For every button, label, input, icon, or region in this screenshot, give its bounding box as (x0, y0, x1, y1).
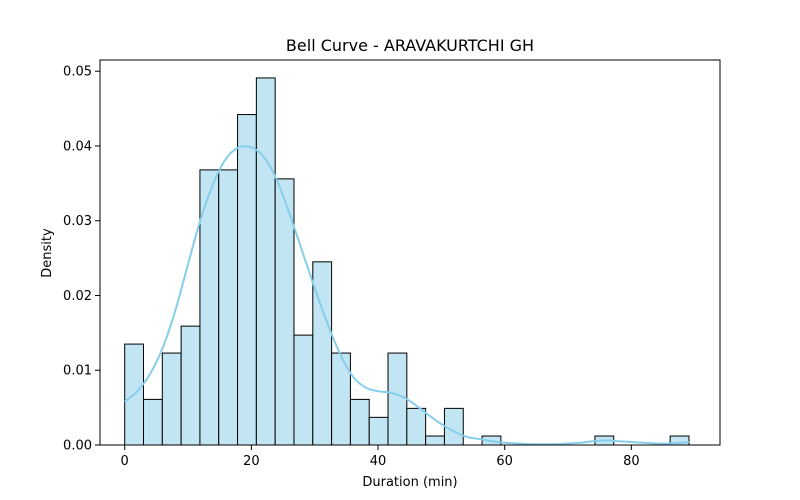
histogram-bar-14 (387, 352, 408, 446)
histogram-bar-6 (237, 114, 257, 446)
x-axis-ticks: 0 20 40 60 80 (121, 445, 640, 469)
histogram-bar-2 (161, 352, 182, 446)
x-tick-label: 40 (370, 454, 387, 469)
histogram-bar-16 (425, 435, 445, 446)
histogram-bar-13 (368, 416, 389, 446)
x-tick-label: 20 (243, 454, 260, 469)
x-tick-label: 60 (496, 454, 513, 469)
y-tick-label: 0.03 (63, 214, 92, 229)
histogram-bar-7 (255, 77, 276, 446)
y-tick-label: 0.02 (63, 289, 92, 304)
histogram-bar-5 (218, 169, 239, 446)
x-tick-label: 80 (623, 454, 640, 469)
x-tick-label: 0 (121, 454, 129, 469)
histogram-bar-3 (180, 325, 201, 446)
histogram-bar-15 (406, 407, 427, 446)
y-axis-ticks: 0.00 0.01 0.02 0.03 0.04 0.05 (63, 65, 100, 454)
y-axis-label: Density (40, 228, 55, 278)
y-tick-label: 0.04 (63, 139, 92, 154)
histogram-bar-1 (143, 398, 163, 446)
bars-layer (124, 77, 690, 446)
plot-frame (99, 59, 721, 446)
x-axis-label: Duration (min) (362, 475, 457, 490)
y-tick-label: 0.05 (63, 65, 92, 80)
histogram-bar-9 (293, 334, 314, 446)
y-tick-label: 0.00 (63, 439, 92, 454)
histogram-bar-12 (349, 398, 370, 446)
chart-title: Bell Curve - ARAVAKURTCHI GH (286, 36, 534, 55)
y-tick-label: 0.01 (63, 364, 92, 379)
kde-curve (124, 145, 690, 446)
kde-layer (124, 145, 690, 446)
